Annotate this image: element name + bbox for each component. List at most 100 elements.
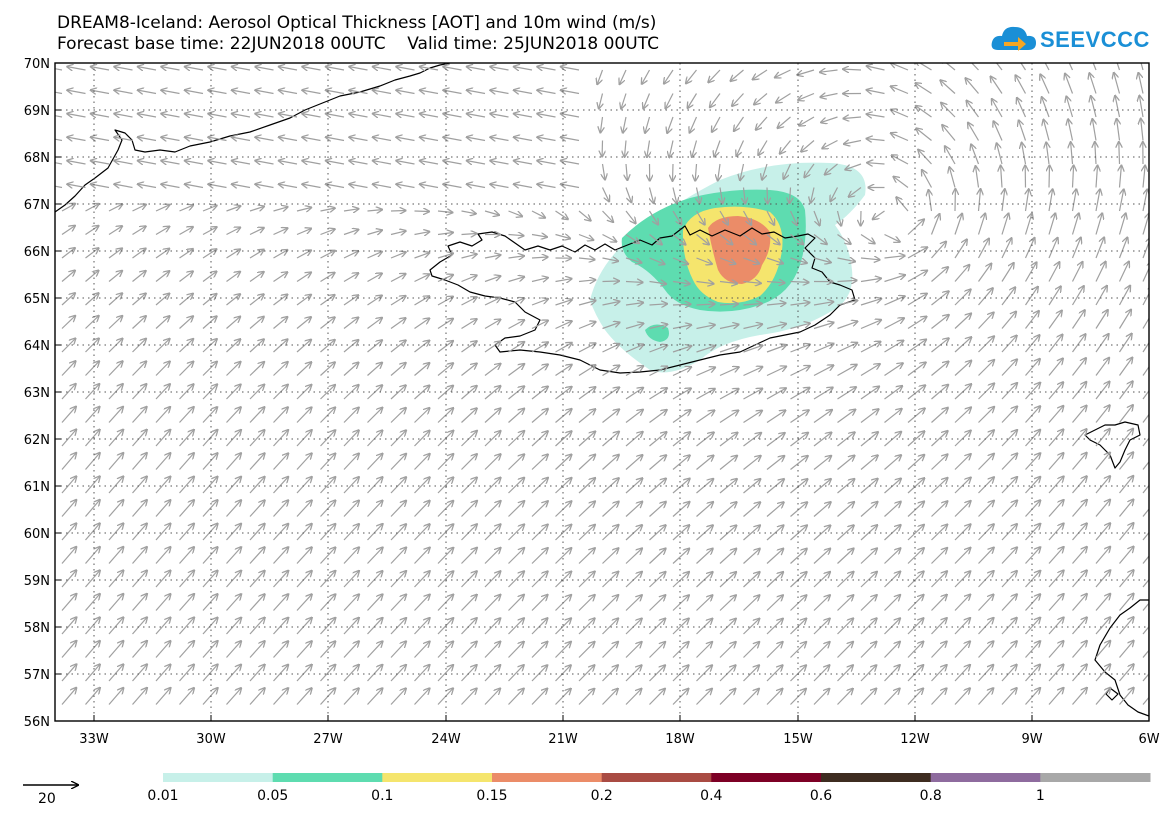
wind-arrow bbox=[1142, 602, 1149, 611]
latitude-label: 56N bbox=[24, 715, 50, 730]
wind-arrow bbox=[255, 90, 274, 93]
wind-arrow bbox=[484, 342, 500, 353]
wind-arrow bbox=[922, 170, 933, 188]
wind-arrow bbox=[273, 665, 289, 682]
wind-arrow bbox=[672, 479, 690, 494]
wind-arrow bbox=[138, 67, 157, 70]
wind-arrow bbox=[672, 346, 691, 353]
wind-arrow bbox=[555, 210, 568, 219]
wind-arrow bbox=[672, 234, 686, 245]
wind-arrow bbox=[892, 155, 909, 165]
wind-arrow bbox=[1095, 189, 1100, 212]
wind-arrow bbox=[484, 408, 501, 423]
wind-arrow bbox=[132, 271, 146, 282]
wind-arrow bbox=[734, 116, 744, 131]
wind-arrow bbox=[273, 295, 288, 306]
wind-arrow bbox=[296, 229, 311, 236]
wind-arrow bbox=[719, 411, 738, 424]
wind-arrow bbox=[907, 548, 924, 564]
wind-arrow bbox=[61, 316, 75, 329]
wind-arrow bbox=[226, 430, 242, 447]
wind-arrow bbox=[85, 523, 100, 541]
wind-arrow bbox=[55, 115, 63, 118]
wind-arrow bbox=[226, 339, 241, 353]
wind-arrow bbox=[837, 665, 853, 682]
wind-arrow bbox=[625, 689, 641, 705]
wind-arrow bbox=[1095, 500, 1110, 517]
wind-arrow bbox=[108, 361, 123, 376]
wind-arrow bbox=[867, 163, 885, 164]
wind-arrow bbox=[467, 90, 486, 93]
wind-arrow bbox=[508, 571, 525, 588]
wind-arrow bbox=[202, 407, 217, 423]
wind-arrow bbox=[61, 664, 76, 682]
wind-arrow bbox=[390, 231, 406, 235]
wind-arrow bbox=[978, 288, 993, 306]
wind-arrow bbox=[185, 137, 204, 140]
wind-arrow bbox=[623, 116, 626, 133]
wind-arrow bbox=[232, 90, 251, 93]
wind-arrow bbox=[1142, 508, 1149, 517]
wind-arrow bbox=[838, 210, 842, 226]
wind-arrow bbox=[813, 479, 831, 494]
wind-arrow bbox=[226, 453, 242, 470]
wind-arrow bbox=[978, 618, 994, 635]
wind-arrow bbox=[273, 272, 288, 282]
wind-arrow bbox=[255, 161, 274, 164]
wind-arrow bbox=[719, 689, 735, 705]
wind-arrow bbox=[461, 571, 477, 588]
wind-arrow bbox=[508, 478, 525, 494]
wind-arrow bbox=[602, 387, 620, 400]
wind-arrow bbox=[672, 455, 690, 470]
wind-arrow bbox=[602, 665, 618, 682]
wind-arrow bbox=[279, 184, 298, 187]
longitude-label: 24W bbox=[431, 732, 461, 747]
wind-arrow bbox=[273, 688, 289, 705]
wind-arrow bbox=[255, 137, 274, 140]
wind-arrow bbox=[85, 476, 100, 494]
wind-arrow bbox=[649, 689, 665, 705]
wind-arrow bbox=[555, 431, 572, 447]
wind-arrow bbox=[531, 548, 548, 564]
wind-arrow bbox=[931, 642, 947, 658]
wind-arrow bbox=[1095, 429, 1110, 447]
wind-arrow bbox=[437, 341, 453, 353]
wind-arrow bbox=[108, 453, 123, 470]
wind-arrow bbox=[55, 162, 63, 165]
wind-arrow bbox=[1072, 453, 1087, 470]
wind-arrow bbox=[91, 67, 110, 70]
wind-arrow bbox=[367, 688, 383, 705]
wind-arrow bbox=[326, 184, 345, 187]
wind-arrow bbox=[461, 234, 477, 235]
wind-arrow bbox=[279, 90, 298, 93]
wind-arrow bbox=[420, 161, 439, 164]
wind-arrow bbox=[1001, 454, 1017, 470]
wind-arrow bbox=[860, 502, 878, 517]
wind-arrow bbox=[531, 618, 547, 635]
wind-arrow bbox=[273, 362, 288, 376]
wind-arrow bbox=[1001, 501, 1017, 517]
wind-arrow bbox=[296, 430, 312, 447]
wind-arrow bbox=[179, 524, 195, 541]
wind-arrow bbox=[273, 430, 289, 447]
wind-arrow bbox=[226, 618, 242, 635]
wind-arrow bbox=[461, 501, 478, 517]
wind-arrow bbox=[61, 594, 76, 611]
wind-arrow bbox=[954, 290, 971, 306]
wind-arrow bbox=[790, 433, 809, 447]
wind-arrow bbox=[1068, 119, 1074, 141]
wind-arrow bbox=[414, 595, 430, 611]
wind-arrow bbox=[484, 454, 501, 470]
wind-arrow bbox=[649, 257, 665, 264]
wind-arrow bbox=[179, 688, 195, 705]
wind-arrow bbox=[945, 146, 956, 165]
wind-arrow bbox=[155, 594, 171, 611]
wind-arrow bbox=[531, 364, 548, 376]
colorbar: 0.01 0.05 0.1 0.15 0.2 0.4 0.6 0.8 1 bbox=[147, 773, 1151, 804]
wind-arrow bbox=[108, 547, 123, 564]
wind-arrow bbox=[894, 177, 909, 188]
wind-arrow bbox=[108, 316, 122, 329]
wind-arrow bbox=[367, 641, 383, 658]
wind-arrow bbox=[578, 525, 595, 541]
